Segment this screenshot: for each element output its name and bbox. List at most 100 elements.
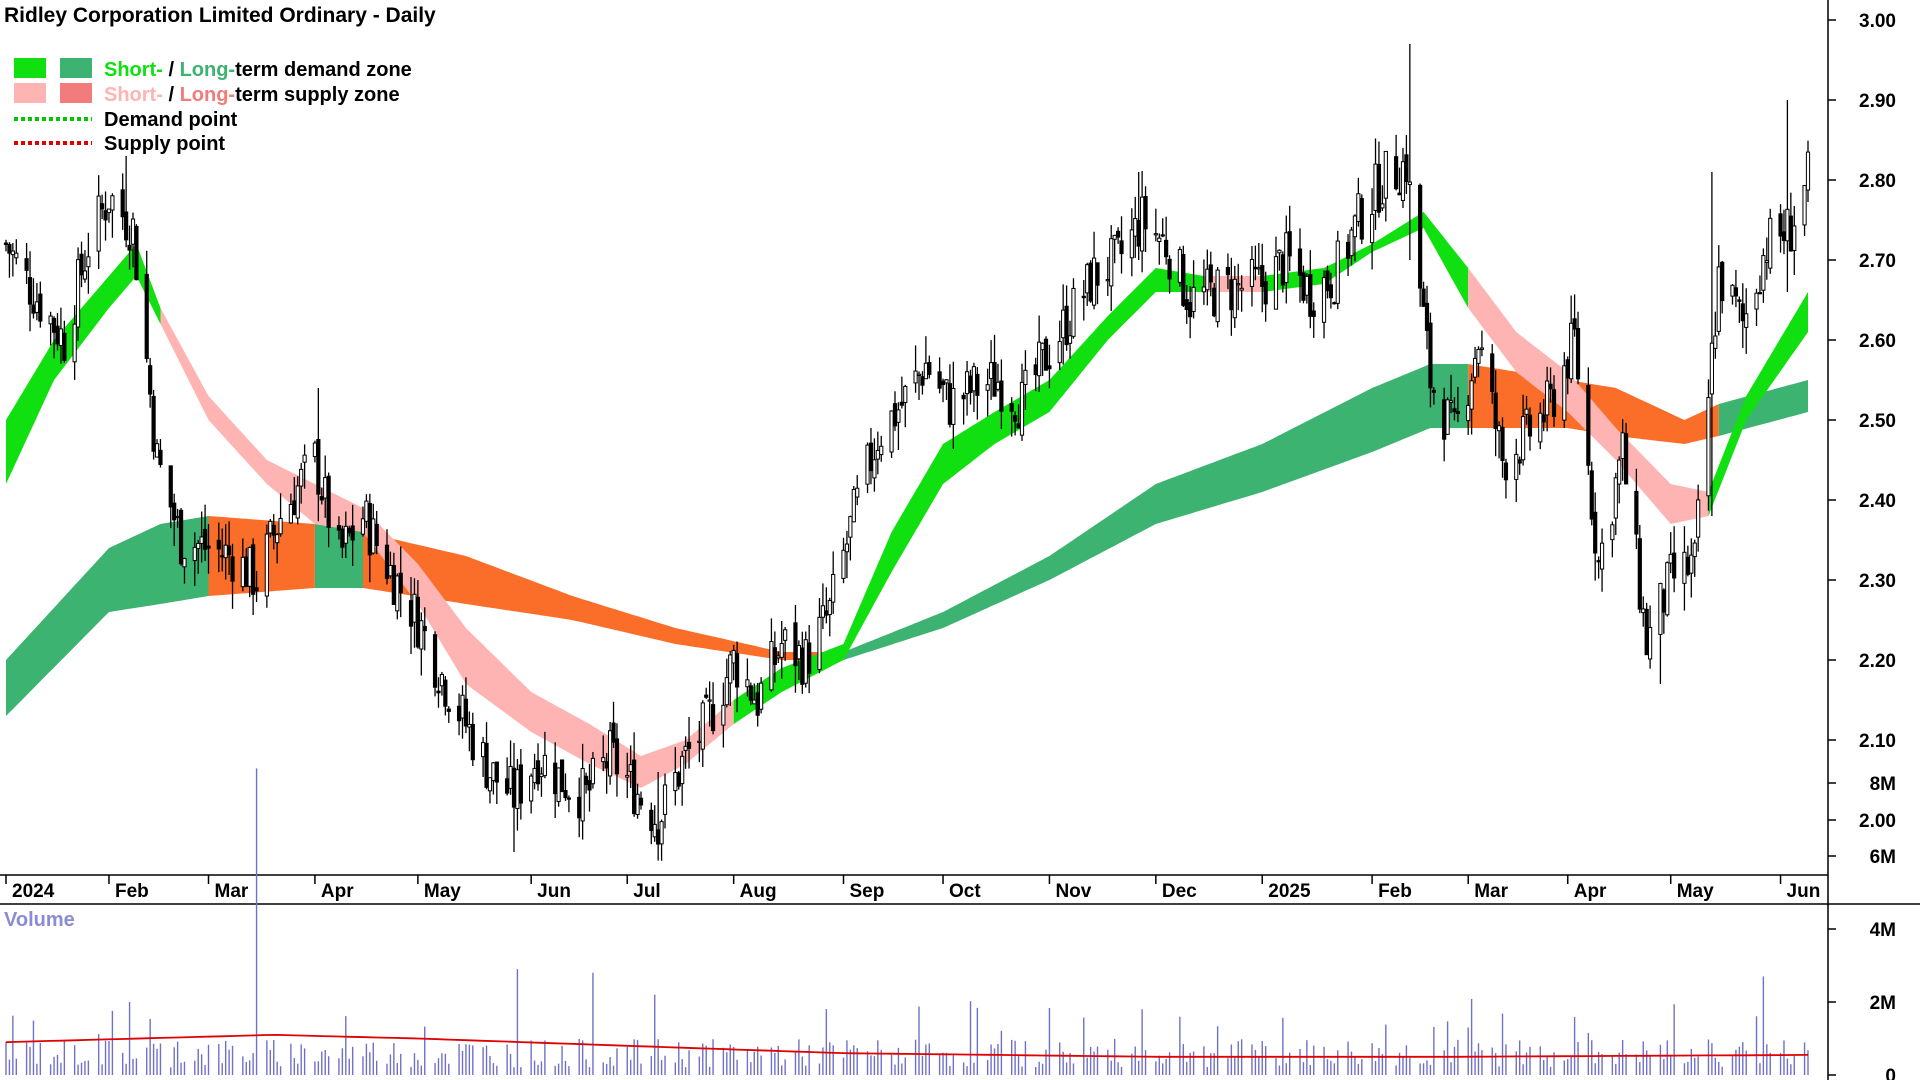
candle-body	[10, 250, 15, 256]
candle-body	[100, 203, 105, 210]
candle-body	[1253, 266, 1258, 270]
candle-body	[947, 383, 953, 425]
candle-body	[124, 211, 129, 241]
candle-body	[1421, 288, 1426, 307]
candle-body	[436, 690, 441, 694]
candle-body	[487, 777, 493, 792]
price-tick-label: 2.00	[1859, 811, 1896, 832]
candle-body	[855, 487, 860, 498]
candle-body	[251, 544, 256, 595]
candle-body	[1802, 185, 1807, 226]
candle-body	[700, 702, 705, 750]
candle-body	[1740, 303, 1745, 322]
candle-body	[1167, 258, 1172, 280]
candle-body	[793, 622, 798, 667]
candle-body	[1500, 427, 1505, 462]
candle-body	[1733, 287, 1739, 297]
date-tick-label: Sep	[850, 881, 885, 902]
candle-body	[178, 509, 184, 565]
candle-body	[683, 745, 688, 751]
candle-body	[1332, 302, 1337, 305]
candle-body	[230, 556, 235, 582]
candle-body	[748, 685, 753, 701]
volume-tick-label: 0	[1885, 1066, 1896, 1080]
candle-body	[1658, 583, 1663, 635]
candle-body	[896, 409, 901, 423]
candle-body	[841, 549, 846, 579]
candle-body	[1593, 511, 1598, 554]
candle-body	[247, 546, 252, 587]
candle-body	[14, 252, 19, 259]
candle-body	[31, 304, 36, 314]
candle-body	[168, 465, 173, 508]
candle-body	[1373, 163, 1378, 211]
candle-body	[1184, 299, 1189, 311]
candle-body	[481, 742, 486, 758]
candle-body	[583, 775, 589, 786]
long-term-supply-zone	[363, 532, 844, 660]
candle-body	[1112, 234, 1117, 240]
candle-body	[1713, 335, 1718, 349]
candle-body	[240, 556, 245, 588]
candle-body	[831, 573, 836, 603]
candle-body	[391, 565, 396, 605]
candle-body	[1744, 313, 1749, 328]
long-term-demand-zone	[843, 364, 1469, 660]
zones-layer	[6, 212, 1808, 788]
candle-body	[1781, 231, 1787, 242]
candle-body	[206, 545, 211, 549]
price-tick-label: 2.90	[1859, 91, 1896, 112]
candle-body	[1325, 270, 1330, 292]
candle-body	[1188, 302, 1193, 318]
candle-body	[1071, 287, 1076, 337]
candle-body	[1538, 412, 1543, 443]
candle-body	[1617, 459, 1622, 485]
long-term-supply-zone	[208, 516, 315, 596]
date-tick-label: 2025	[1268, 881, 1311, 902]
candle-body	[1575, 328, 1581, 380]
candle-body	[971, 366, 977, 392]
candle-body	[1160, 234, 1165, 237]
candle-body	[432, 634, 438, 688]
candle-body	[1768, 217, 1773, 269]
candle-body	[535, 760, 541, 785]
candle-body	[1157, 237, 1162, 243]
candle-body	[1623, 433, 1629, 485]
candle-body	[364, 500, 369, 522]
candle-body	[1517, 459, 1522, 464]
candle-body	[872, 459, 877, 479]
candle-body	[662, 784, 668, 815]
candle-body	[772, 647, 777, 666]
candle-body	[518, 764, 523, 804]
candle-body	[1205, 268, 1210, 291]
candle-body	[1057, 341, 1062, 364]
candle-body	[275, 534, 280, 544]
candle-body	[515, 769, 520, 809]
candle-body	[1469, 380, 1474, 410]
candle-body	[539, 773, 544, 778]
candle-body	[388, 564, 393, 577]
candle-body	[1023, 369, 1028, 385]
candle-body	[1424, 302, 1430, 331]
candle-body	[491, 762, 496, 782]
candle-body	[707, 699, 712, 702]
candle-body	[343, 525, 348, 544]
candle-body	[1280, 254, 1285, 286]
candle-body	[673, 772, 678, 792]
candle-body	[1586, 384, 1591, 466]
candle-body	[807, 642, 812, 674]
legend-demand-short: Short-	[104, 59, 163, 81]
candle-body	[827, 600, 832, 616]
candle-body	[154, 443, 160, 458]
candle-body	[1321, 277, 1327, 323]
date-tick-label: Jul	[633, 881, 660, 902]
candle-body	[412, 593, 417, 623]
candle-body	[319, 496, 324, 501]
volume-tick-label: 2M	[1870, 993, 1896, 1014]
candle-body	[268, 520, 273, 534]
candle-body	[1061, 309, 1066, 339]
candle-body	[587, 779, 592, 791]
date-tick-label: May	[424, 881, 461, 902]
candle-body	[1201, 286, 1207, 293]
